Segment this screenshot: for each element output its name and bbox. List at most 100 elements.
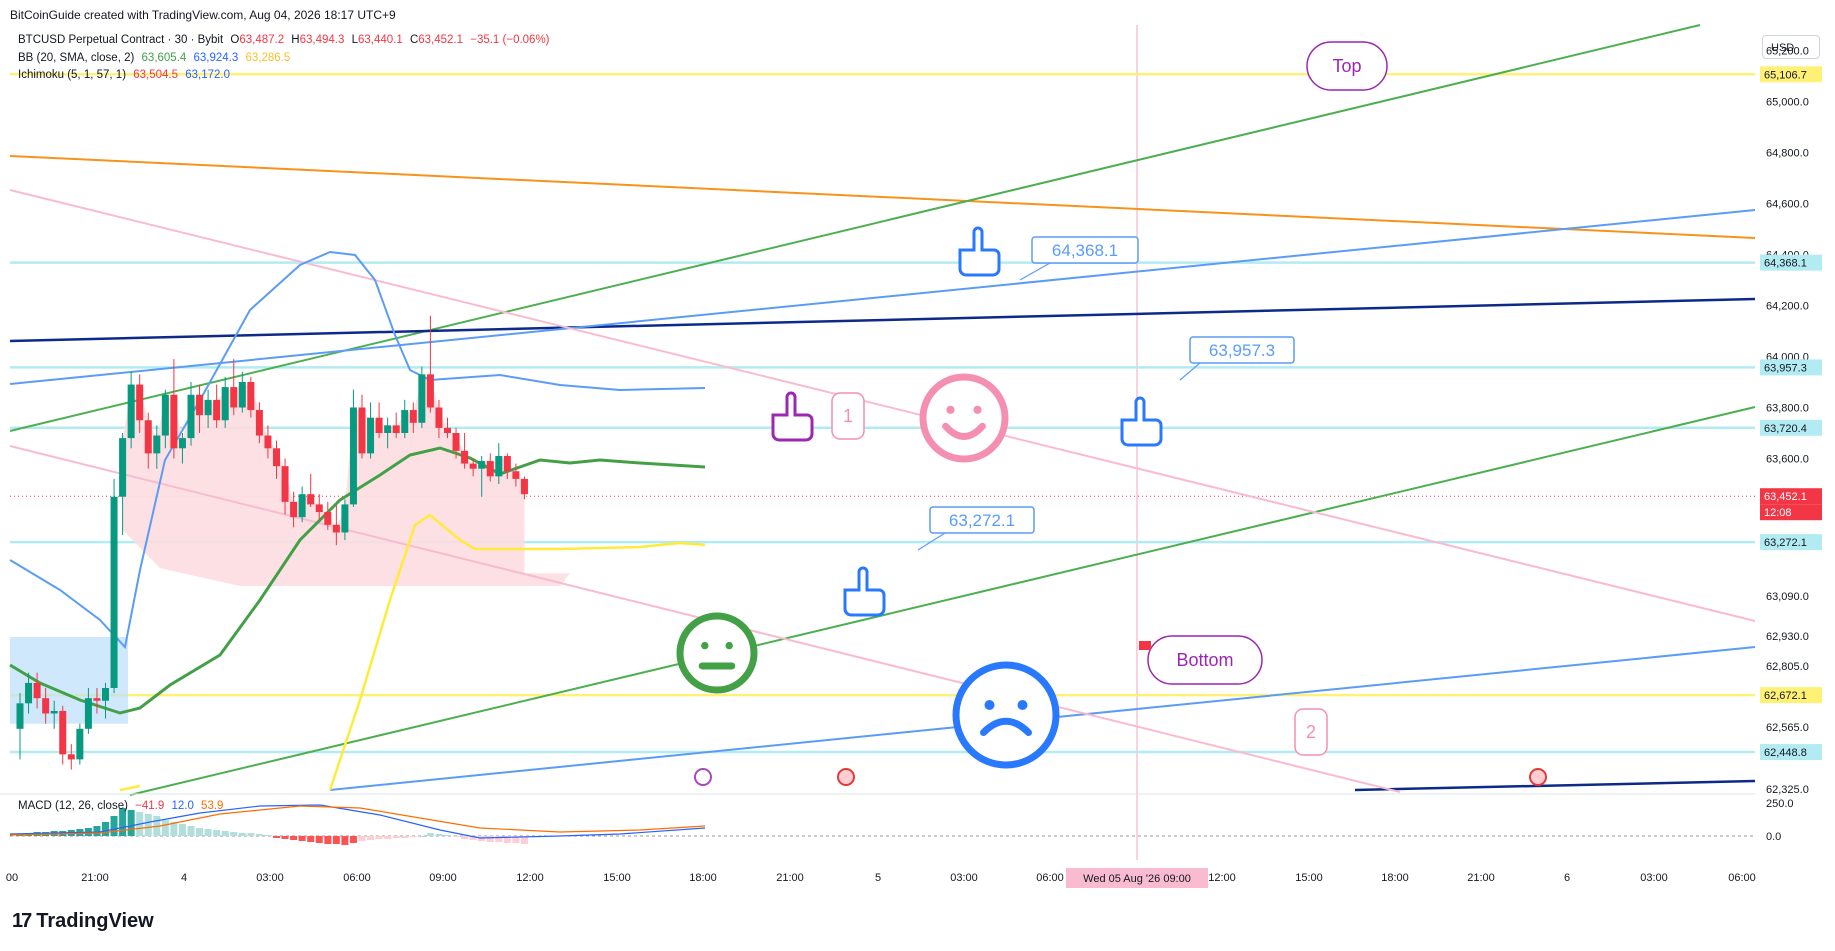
candle-body-26: [238, 382, 246, 408]
candle-body-57: [503, 455, 511, 472]
macd-hist-23: [213, 830, 221, 836]
macd-hist-48: [426, 833, 434, 836]
time-tick-5: 09:00: [429, 872, 457, 884]
price-tick-1: 65,000.0: [1766, 97, 1809, 109]
cloud-blue: [10, 637, 128, 724]
macd-hist-9: [93, 826, 101, 836]
close-label: C: [409, 34, 419, 46]
macd-tick-0: 250.0: [1766, 798, 1794, 810]
macd-hist: −41.9: [135, 800, 165, 812]
candles: [16, 315, 528, 770]
price-tick-11: 62,805.0: [1766, 661, 1809, 673]
brand-name: TradingView: [36, 910, 154, 932]
candle-body-0: [16, 703, 24, 729]
currency-button[interactable]: USD: [1762, 35, 1820, 59]
macd-hist-19: [178, 824, 186, 836]
candle-body-1: [25, 682, 33, 704]
candle-body-18: [170, 394, 178, 449]
tv-logo-icon: 17: [12, 910, 32, 932]
candle-body-34: [307, 494, 315, 505]
bb-upper: 63,924.3: [193, 52, 239, 64]
pink-trendline-upper: [9, 189, 1756, 622]
macd-hist-55: [486, 836, 494, 842]
pointing-hand-icon-4: [771, 391, 814, 442]
bb-basis: 63,605.4: [141, 52, 187, 64]
open-value: O63,487.2: [230, 34, 284, 46]
green-trendline-lower: [129, 406, 1756, 796]
candle-body-25: [230, 387, 238, 408]
price-tick-2: 64,800.0: [1766, 148, 1809, 160]
macd-name: MACD (12, 26, close): [18, 800, 128, 812]
time-axis: 00 21:00 4 03:00 06:00 09:00 12:00 15:00 18:00 21…: [6, 868, 1756, 888]
macd-hist-26: [238, 833, 246, 836]
macd-hist-58: [512, 836, 520, 843]
candle-body-36: [324, 512, 332, 525]
badge-1-text: 1: [843, 406, 853, 426]
candle-body-43: [384, 425, 392, 433]
badge-2-text: 2: [1306, 722, 1316, 742]
macd-hist-13: [127, 810, 135, 836]
macd-hist-30: [273, 836, 280, 838]
price-tick-8: 63,600.0: [1766, 454, 1809, 466]
candle-body-58: [512, 471, 520, 479]
low-value: L63,440.1: [352, 34, 403, 46]
blue-trendline-upper: [9, 209, 1756, 385]
sad-face-icon-eye-r: [1017, 700, 1028, 710]
time-tick-12: 06:00: [1036, 872, 1064, 884]
callout-64368-box: [1031, 236, 1139, 264]
price-tick-13: 62,325.0: [1766, 784, 1809, 796]
candle-body-19: [178, 438, 186, 449]
price-label-3: 63,720.4: [1764, 423, 1807, 435]
candle-body-32: [290, 501, 298, 518]
price-label-bg-0: [1760, 66, 1822, 83]
pointing-hand-icon-3: [843, 566, 886, 617]
tradingview-logo[interactable]: 17 TradingView: [12, 910, 154, 933]
trend-lines: [9, 24, 1756, 796]
macd-hist-24: [221, 831, 229, 836]
candle-body-33: [298, 494, 306, 518]
price-label-bg-3: [1760, 419, 1822, 436]
macd-hist-11: [110, 816, 118, 836]
bb-lower: 63,286.5: [245, 52, 291, 64]
high-value: H63,494.3: [291, 34, 344, 46]
candle-body-11: [110, 496, 118, 688]
close: 63,452.1: [418, 34, 464, 46]
time-tick-9: 21:00: [776, 872, 804, 884]
price-label-bg-6: [1760, 687, 1822, 704]
macd-hist-27: [247, 833, 255, 836]
macd-hist-10: [102, 822, 109, 836]
macd-hist-22: [204, 829, 212, 836]
macd-hist-33: [298, 836, 306, 841]
candle-body-27: [247, 382, 255, 411]
high: 63,494.3: [299, 34, 345, 46]
macd-hist-32: [290, 836, 298, 840]
candle-body-47: [418, 374, 426, 423]
macd-line: [9, 804, 706, 839]
candle-body-4: [50, 710, 58, 714]
candle-body-29: [264, 435, 272, 449]
macd-hist-45: [401, 836, 409, 838]
ichimoku-name: Ichimoku (5, 1, 57, 1): [18, 69, 127, 81]
time-tick-7: 15:00: [603, 872, 631, 884]
happy-face-icon-eye-l: [946, 405, 955, 414]
callout-64368-text: 64,368.1: [1052, 241, 1118, 260]
bb-legend: BB (20, SMA, close, 2) 63,605.4 63,924.3…: [18, 52, 294, 64]
price-tick-0: 65,200.0: [1766, 46, 1809, 58]
callout-63957-box: [1189, 336, 1295, 364]
ichimoku-v2: 63,172.0: [185, 69, 230, 81]
candle-body-51: [452, 433, 460, 451]
macd-hist-49: [435, 834, 443, 836]
candle-body-20: [187, 394, 195, 439]
macd-hist-56: [495, 836, 503, 842]
macd-hist-59: [520, 836, 528, 844]
cloud-red: [122, 376, 570, 586]
top-bubble: [1306, 41, 1388, 91]
price-label-bg-4: [1760, 488, 1822, 505]
candle-body-12: [119, 438, 127, 497]
flag-icon: [1139, 641, 1151, 650]
sad-face-icon-mouth: [980, 717, 1032, 736]
candle-body-35: [315, 504, 323, 513]
candle-body-23: [213, 399, 221, 421]
candle-body-13: [127, 384, 135, 439]
